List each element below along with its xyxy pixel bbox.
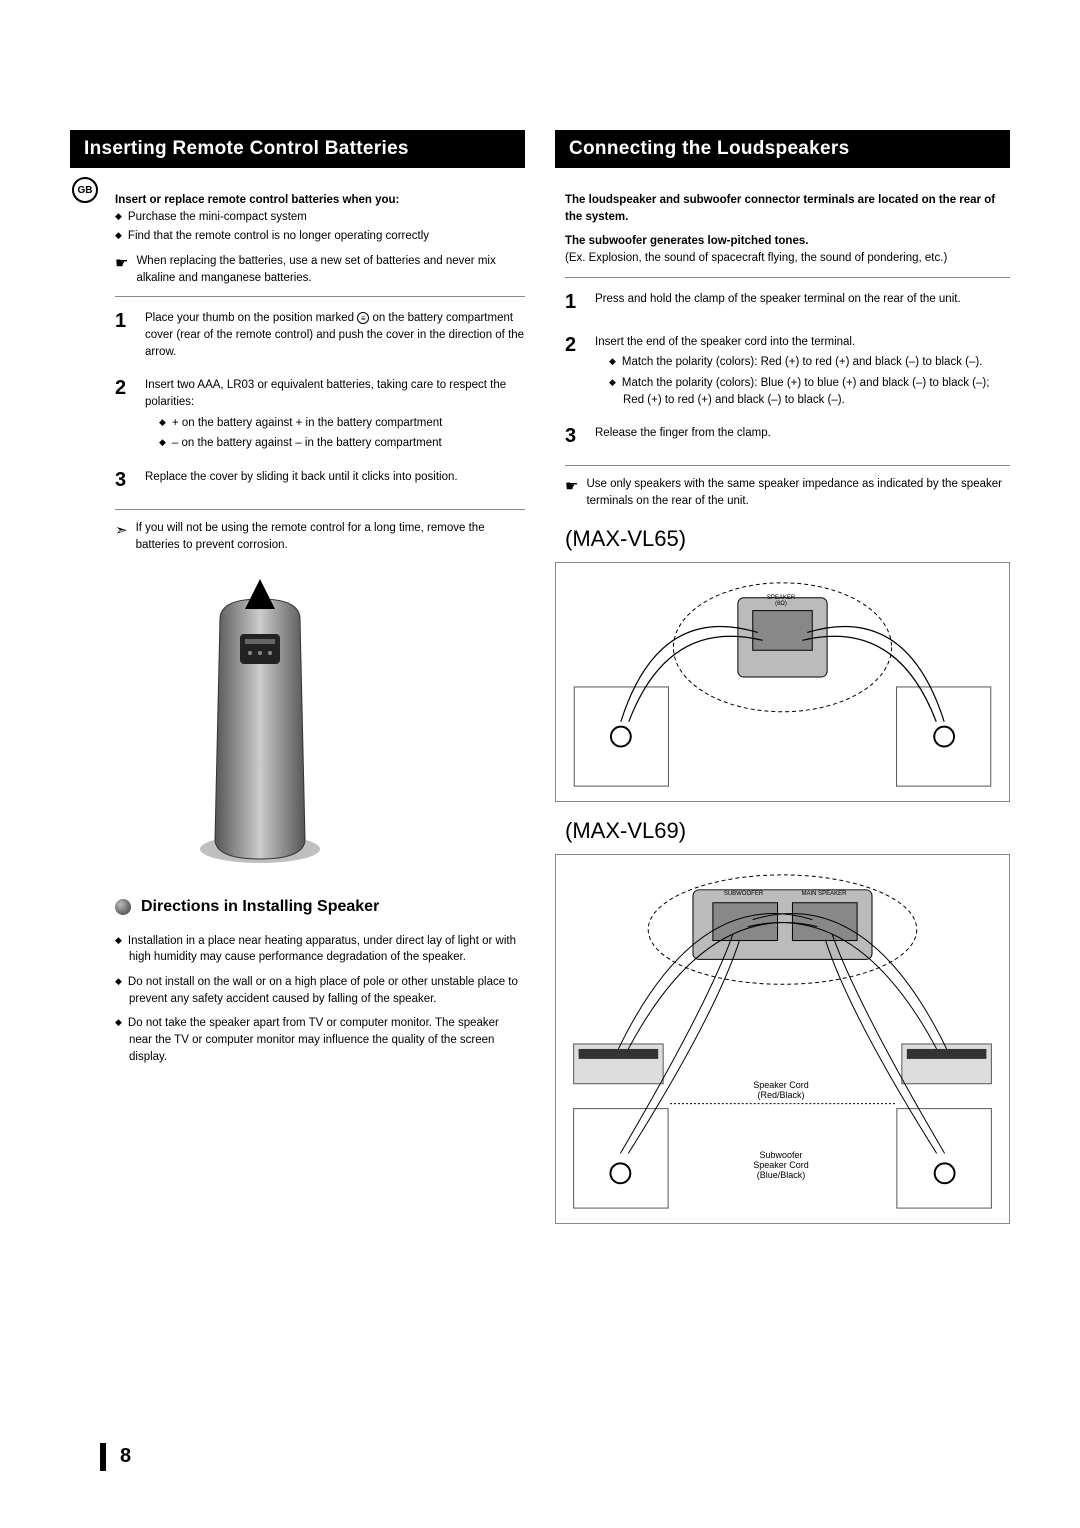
disc-icon bbox=[115, 899, 131, 915]
vl69-diagram: SUBWOOFER MAIN SPEAKER Speaker Cord (Red… bbox=[555, 854, 1010, 1224]
right-column: Connecting the Loudspeakers The loudspea… bbox=[555, 130, 1010, 1224]
model-title-vl69: (MAX-VL69) bbox=[565, 818, 1010, 844]
divider bbox=[565, 465, 1010, 466]
left-column: Inserting Remote Control Batteries Inser… bbox=[70, 130, 525, 1224]
subwoofer-terminal-label: SUBWOOFER bbox=[724, 891, 763, 897]
step-3: 3 Replace the cover by sliding it back u… bbox=[115, 466, 525, 495]
right-intro-1: The loudspeaker and subwoofer connector … bbox=[565, 192, 1010, 225]
right-intro-2: The subwoofer generates low-pitched tone… bbox=[565, 233, 1010, 250]
main-terminal-label: MAIN SPEAKER bbox=[801, 891, 846, 897]
directions-title: Directions in Installing Speaker bbox=[141, 895, 379, 918]
vl65-diagram: SPEAKER (8Ω) bbox=[555, 562, 1010, 802]
intro-bullet: Find that the remote control is no longe… bbox=[115, 228, 525, 245]
left-heading: Inserting Remote Control Batteries bbox=[70, 130, 525, 168]
divider bbox=[115, 509, 525, 510]
step-number: 1 bbox=[115, 307, 133, 360]
intro-bold: Insert or replace remote control batteri… bbox=[115, 192, 525, 209]
step-number: 3 bbox=[115, 466, 133, 495]
step-number: 3 bbox=[565, 422, 583, 451]
intro-bullet: Purchase the mini-compact system bbox=[115, 209, 525, 226]
pointer-icon: ☛ bbox=[115, 253, 128, 275]
right-intro-plain: (Ex. Explosion, the sound of spacecraft … bbox=[565, 250, 1010, 267]
pointer-note-row: ☛ When replacing the batteries, use a ne… bbox=[115, 253, 525, 286]
direction-item: Do not install on the wall or on a high … bbox=[115, 974, 525, 1007]
step-number: 2 bbox=[115, 374, 133, 452]
right-pointer-row: ☛ Use only speakers with the same speake… bbox=[565, 476, 1010, 509]
pointer-icon: ☛ bbox=[565, 476, 578, 498]
step-2: 2 Insert two AAA, LR03 or equivalent bat… bbox=[115, 374, 525, 452]
speaker-figure bbox=[170, 579, 350, 869]
direction-item: Installation in a place near heating app… bbox=[115, 933, 525, 966]
step-text-part: Place your thumb on the position marked bbox=[145, 312, 357, 324]
step-sub: Match the polarity (colors): Blue (+) to… bbox=[595, 375, 1010, 408]
direction-item: Do not take the speaker apart from TV or… bbox=[115, 1015, 525, 1065]
step-text: Insert two AAA, LR03 or equivalent batte… bbox=[145, 379, 506, 408]
speaker-cord-color: (Red/Black) bbox=[757, 1090, 804, 1100]
divider bbox=[565, 277, 1010, 278]
arrow-note-row: ➣ If you will not be using the remote co… bbox=[115, 520, 525, 553]
step-number: 1 bbox=[565, 288, 583, 317]
r-step-1: 1 Press and hold the clamp of the speake… bbox=[565, 288, 1010, 317]
r-step-3: 3 Release the finger from the clamp. bbox=[565, 422, 1010, 451]
step-text: Press and hold the clamp of the speaker … bbox=[595, 288, 1010, 317]
directions-title-row: Directions in Installing Speaker bbox=[115, 895, 525, 918]
step-text: Release the finger from the clamp. bbox=[595, 422, 1010, 451]
pointer-note-text: When replacing the batteries, use a new … bbox=[136, 253, 525, 286]
subwoofer-cord-label: Speaker Cord bbox=[753, 1160, 809, 1170]
right-heading: Connecting the Loudspeakers bbox=[555, 130, 1010, 168]
page-number: 8 bbox=[120, 1445, 131, 1468]
terminal-ohm-label: (8Ω) bbox=[775, 601, 787, 607]
step-1: 1 Place your thumb on the position marke… bbox=[115, 307, 525, 360]
arrow-icon: ➣ bbox=[115, 520, 128, 542]
divider bbox=[115, 296, 525, 297]
step-text: Place your thumb on the position marked … bbox=[145, 307, 525, 360]
step-number: 2 bbox=[565, 331, 583, 409]
step-sub: – on the battery against – in the batter… bbox=[145, 435, 525, 452]
step-text: Replace the cover by sliding it back unt… bbox=[145, 466, 525, 495]
arrow-note-text: If you will not be using the remote cont… bbox=[136, 520, 525, 553]
press-mark-icon: ≡ bbox=[357, 312, 369, 324]
step-sub: + on the battery against + in the batter… bbox=[145, 415, 525, 432]
subwoofer-cord-color: (Blue/Black) bbox=[757, 1170, 806, 1180]
language-badge: GB bbox=[72, 177, 98, 203]
step-sub: Match the polarity (colors): Red (+) to … bbox=[595, 354, 1010, 371]
speaker-cord-label: Speaker Cord bbox=[753, 1080, 809, 1090]
step-text: Insert the end of the speaker cord into … bbox=[595, 336, 855, 348]
right-pointer-text: Use only speakers with the same speaker … bbox=[586, 476, 1010, 509]
subwoofer-label: Subwoofer bbox=[759, 1150, 802, 1160]
page-columns: Inserting Remote Control Batteries Inser… bbox=[70, 130, 1010, 1224]
model-title-vl65: (MAX-VL65) bbox=[565, 526, 1010, 552]
r-step-2: 2 Insert the end of the speaker cord int… bbox=[565, 331, 1010, 409]
